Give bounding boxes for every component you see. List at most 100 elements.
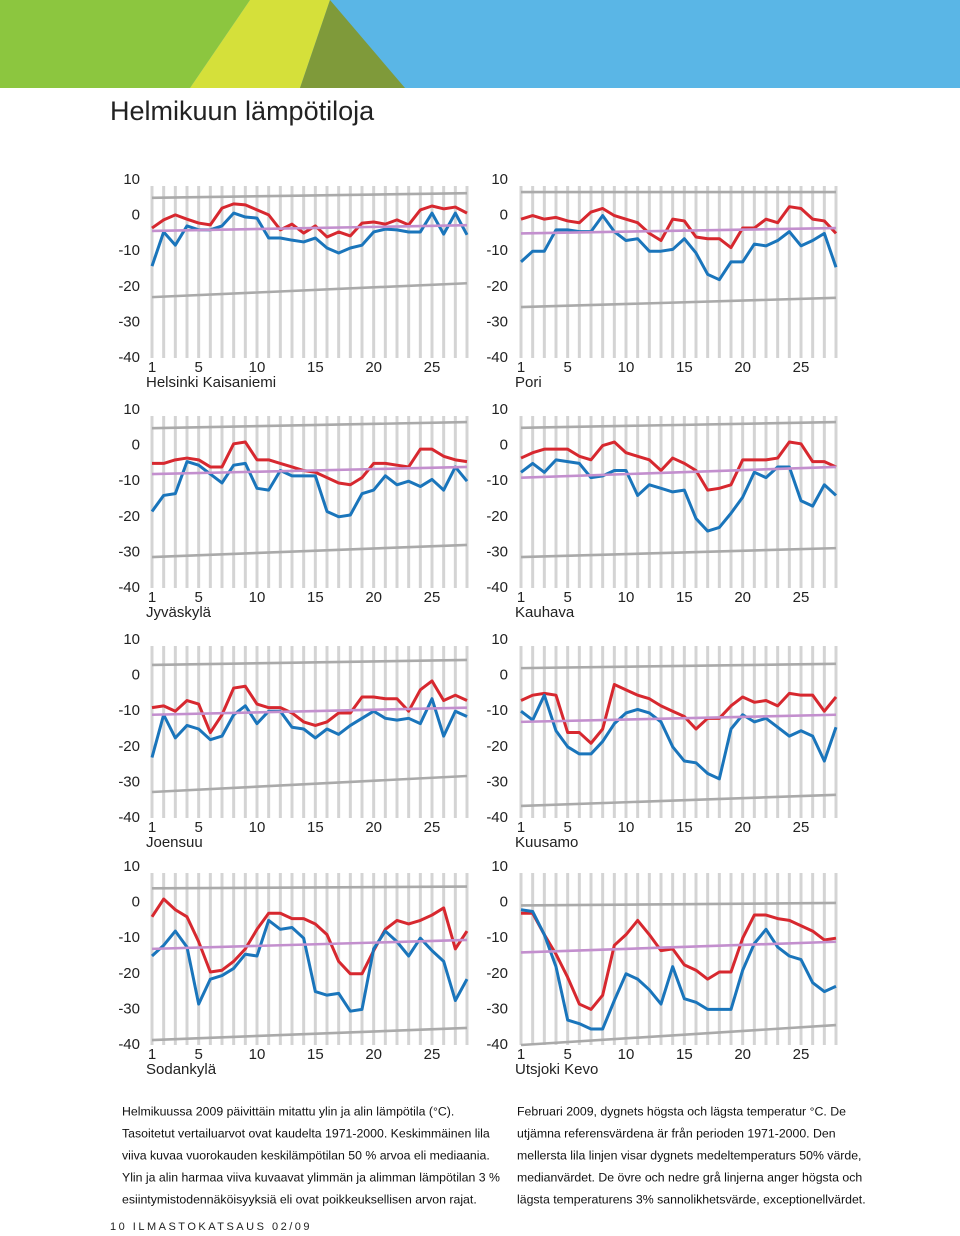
x-tick-label: 1	[148, 1046, 156, 1063]
reference-line	[151, 420, 468, 430]
chart-title: Kuusamo	[515, 834, 578, 851]
temperature-line	[519, 214, 838, 282]
x-tick-label: 15	[307, 1046, 324, 1063]
x-tick-label: 20	[365, 589, 382, 606]
y-tick-label: 10	[123, 631, 140, 648]
x-tick-label: 20	[365, 1046, 382, 1063]
caption-line: Ylin ja alin harmaa viiva kuvaavat ylimm…	[122, 1170, 500, 1184]
reference-line	[151, 465, 468, 476]
reference-line	[151, 1026, 468, 1042]
x-tick-label: 10	[249, 359, 266, 376]
y-tick-label: -40	[118, 1036, 140, 1053]
reference-line	[151, 658, 468, 667]
x-tick-label: 10	[618, 589, 635, 606]
x-tick-label: 5	[194, 819, 202, 836]
y-tick-label: 10	[491, 171, 508, 188]
y-tick-label: 0	[132, 207, 140, 224]
x-tick-label: 5	[194, 1046, 202, 1063]
y-tick-label: -40	[486, 809, 508, 826]
x-tick-label: 20	[734, 589, 751, 606]
reference-line	[151, 281, 468, 299]
x-tick-label: 5	[563, 1046, 571, 1063]
x-tick-label: 20	[734, 359, 751, 376]
temperature-line	[151, 679, 468, 735]
x-tick-label: 15	[676, 359, 693, 376]
y-tick-label: -30	[486, 1000, 508, 1017]
temperature-line	[520, 908, 837, 1031]
x-tick-label: 15	[307, 819, 324, 836]
caption-line: lägsta temperaturens 3% sannolikhetsvärd…	[517, 1192, 866, 1206]
page-title: Helmikuun lämpötiloja	[110, 96, 375, 126]
x-tick-label: 25	[424, 589, 441, 606]
x-tick-label: 5	[194, 589, 202, 606]
y-tick-label: 10	[491, 631, 508, 648]
y-tick-label: -20	[486, 965, 508, 982]
x-tick-label: 10	[249, 589, 266, 606]
caption-line: esiintymistodennäköisyyksiä eli ovat poi…	[122, 1192, 477, 1206]
reference-line	[520, 420, 837, 430]
caption-line: medianvärdet. De övre och nedre grå linj…	[517, 1170, 862, 1184]
x-tick-label: 10	[249, 819, 266, 836]
temperature-line	[150, 897, 469, 976]
y-tick-label: -20	[486, 278, 508, 295]
y-tick-label: 0	[500, 894, 508, 911]
header-yellow	[190, 0, 330, 88]
temperature-line	[150, 460, 469, 519]
x-tick-label: 1	[148, 819, 156, 836]
x-tick-label: 25	[793, 359, 810, 376]
x-tick-label: 25	[793, 589, 810, 606]
y-tick-label: -10	[118, 242, 140, 259]
header-olive	[300, 0, 405, 88]
y-tick-label: -40	[486, 579, 508, 596]
chart-title: Joensuu	[146, 834, 203, 851]
y-tick-label: -20	[486, 738, 508, 755]
x-tick-label: 1	[148, 359, 156, 376]
temperature-line	[521, 911, 837, 1011]
reference-line	[151, 223, 468, 233]
y-tick-label: 0	[500, 667, 508, 684]
reference-line	[151, 774, 468, 794]
y-tick-label: -40	[118, 349, 140, 366]
reference-line	[151, 706, 468, 717]
temperature-line	[520, 205, 838, 250]
reference-line	[520, 793, 837, 808]
y-tick-label: 0	[500, 207, 508, 224]
y-tick-label: -30	[118, 1000, 140, 1017]
reference-line	[520, 465, 837, 479]
x-tick-label: 1	[517, 1046, 525, 1063]
x-tick-label: 5	[563, 359, 571, 376]
x-tick-label: 25	[793, 819, 810, 836]
x-tick-label: 1	[517, 819, 525, 836]
y-tick-label: -40	[486, 349, 508, 366]
temperature-line	[150, 918, 469, 1013]
y-tick-label: -10	[118, 929, 140, 946]
y-tick-label: 0	[132, 667, 140, 684]
x-tick-label: 5	[194, 359, 202, 376]
temperature-line	[520, 440, 837, 492]
x-tick-label: 20	[734, 1046, 751, 1063]
x-tick-label: 25	[424, 359, 441, 376]
x-tick-label: 15	[676, 819, 693, 836]
temperature-line	[520, 693, 838, 781]
y-tick-label: -40	[118, 809, 140, 826]
chart-title: Helsinki Kaisaniemi	[146, 374, 276, 391]
y-tick-label: -20	[118, 965, 140, 982]
y-tick-label: -40	[486, 1036, 508, 1053]
x-tick-label: 25	[424, 819, 441, 836]
y-tick-label: -20	[118, 278, 140, 295]
x-tick-label: 1	[517, 589, 525, 606]
chart-title: Pori	[515, 374, 542, 391]
footer: 10 ILMASTOKATSAUS 02/09	[110, 1221, 312, 1233]
y-tick-label: -10	[118, 472, 140, 489]
chart-title: Utsjoki Kevo	[515, 1061, 598, 1078]
y-tick-label: 10	[123, 858, 140, 875]
reference-line	[151, 938, 468, 951]
chart-title: Sodankylä	[146, 1061, 217, 1078]
x-tick-label: 10	[618, 819, 635, 836]
header-green	[0, 0, 250, 88]
y-tick-label: 0	[500, 437, 508, 454]
caption-line: viiva kuvaa vuorokauden keskilämpötilan …	[122, 1148, 490, 1162]
x-tick-label: 10	[618, 1046, 635, 1063]
